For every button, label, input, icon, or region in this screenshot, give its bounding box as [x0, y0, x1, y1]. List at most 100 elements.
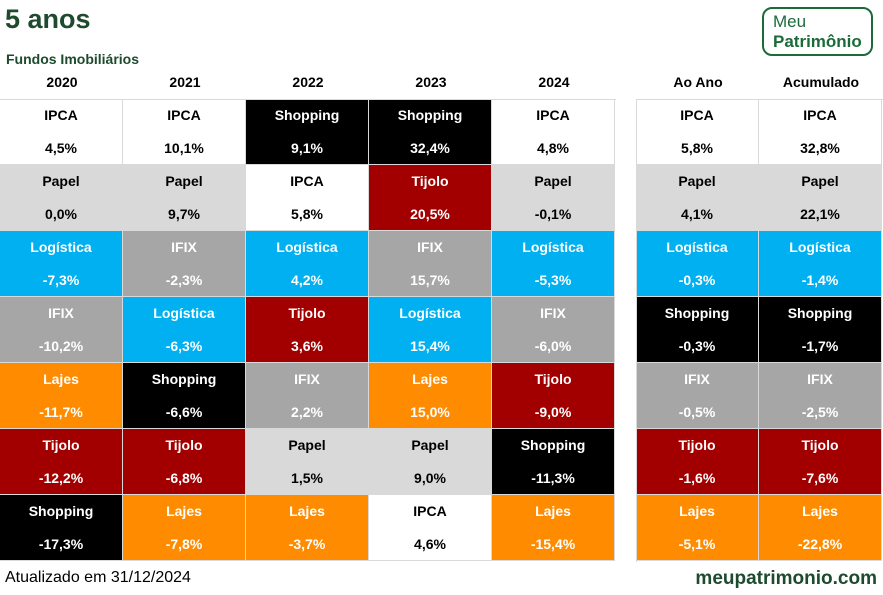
table-cell: IPCA 4,8% — [492, 99, 615, 165]
return-value: 4,6% — [414, 536, 446, 552]
asset-class-label: Papel — [288, 437, 326, 453]
return-value: -0,3% — [678, 338, 716, 354]
asset-class-label: Shopping — [520, 437, 586, 453]
table-cell: Tijolo 3,6% — [246, 297, 369, 363]
asset-class-label: IPCA — [413, 503, 447, 519]
column-header: 2024 — [538, 74, 570, 90]
return-value: -1,6% — [678, 470, 716, 486]
table-cell: Lajes -7,8% — [123, 495, 246, 561]
column-header: 2021 — [169, 74, 201, 90]
updated-date: Atualizado em 31/12/2024 — [5, 569, 191, 586]
asset-class-label: IPCA — [44, 107, 78, 123]
table-cell: IPCA 32,8% — [759, 99, 882, 165]
asset-class-label: IPCA — [536, 107, 570, 123]
return-value: -3,7% — [288, 536, 326, 552]
table-cell: Shopping -11,3% — [492, 429, 615, 495]
table-cell: Logística 4,2% — [246, 231, 369, 297]
return-value: 1,5% — [291, 470, 323, 486]
logo-line-2: Patrimônio — [773, 32, 862, 51]
asset-class-label: Shopping — [664, 305, 730, 321]
asset-class-label: Tijolo — [288, 305, 326, 321]
asset-class-label: Lajes — [679, 503, 715, 519]
table-cell: IFIX 15,7% — [369, 231, 492, 297]
page-title: 5 anos — [5, 4, 91, 34]
table-cell: Shopping -0,3% — [636, 297, 759, 363]
return-value: -7,8% — [165, 536, 203, 552]
asset-class-label: Shopping — [397, 107, 463, 123]
asset-class-label: Logística — [276, 239, 338, 255]
header-divider — [0, 99, 616, 100]
asset-class-label: Lajes — [289, 503, 325, 519]
table-cell: Logística -1,4% — [759, 231, 882, 297]
logo-line-1: Meu — [773, 12, 807, 31]
table-cell: Tijolo -12,2% — [0, 429, 123, 495]
return-value: -1,4% — [801, 272, 839, 288]
asset-class-label: Lajes — [43, 371, 79, 387]
column-header: 2022 — [292, 74, 324, 90]
page-subtitle: Fundos Imobiliários — [6, 51, 140, 67]
return-value: -2,3% — [165, 272, 203, 288]
return-value: 32,4% — [410, 140, 450, 156]
asset-class-label: Tijolo — [534, 371, 572, 387]
return-value: 20,5% — [410, 206, 450, 222]
return-value: -9,0% — [534, 404, 572, 420]
return-value: 5,8% — [681, 140, 713, 156]
table-cell: IPCA 10,1% — [123, 99, 246, 165]
asset-class-label: Lajes — [535, 503, 571, 519]
return-value: 4,2% — [291, 272, 323, 288]
return-value: 9,0% — [414, 470, 446, 486]
asset-class-label: IFIX — [417, 239, 443, 255]
table-cell: Papel 4,1% — [636, 165, 759, 231]
return-value: -17,3% — [38, 536, 84, 552]
table-cell: IFIX 2,2% — [246, 363, 369, 429]
asset-class-label: Shopping — [787, 305, 853, 321]
asset-class-label: Lajes — [412, 371, 448, 387]
return-value: 9,7% — [168, 206, 200, 222]
return-value: -22,8% — [797, 536, 843, 552]
asset-class-label: IFIX — [807, 371, 833, 387]
return-value: -6,6% — [165, 404, 203, 420]
table-cell: Logística -6,3% — [123, 297, 246, 363]
table-cell: Papel 9,0% — [369, 429, 492, 495]
asset-class-label: Papel — [678, 173, 716, 189]
return-value: 0,0% — [45, 206, 77, 222]
asset-class-label: IPCA — [803, 107, 837, 123]
asset-class-label: Tijolo — [801, 437, 839, 453]
table-cell: IFIX -10,2% — [0, 297, 123, 363]
table-cell: Lajes 15,0% — [369, 363, 492, 429]
return-value: -1,7% — [801, 338, 839, 354]
table-cell: IPCA 5,8% — [636, 99, 759, 165]
return-value: 4,8% — [537, 140, 569, 156]
site-url[interactable]: meupatrimonio.com — [695, 568, 877, 589]
table-cell: Logística -7,3% — [0, 231, 123, 297]
return-value: 10,1% — [164, 140, 204, 156]
table-cell: Shopping -17,3% — [0, 495, 123, 561]
asset-class-label: Shopping — [151, 371, 217, 387]
asset-class-label: IPCA — [167, 107, 201, 123]
asset-class-label: IFIX — [540, 305, 566, 321]
table-cell: Tijolo -1,6% — [636, 429, 759, 495]
table-cell: Logística -0,3% — [636, 231, 759, 297]
return-value: 4,5% — [45, 140, 77, 156]
table-cell: Logística 15,4% — [369, 297, 492, 363]
table-cell: Papel 1,5% — [246, 429, 369, 495]
table-cell: IFIX -0,5% — [636, 363, 759, 429]
return-value: -15,4% — [530, 536, 576, 552]
return-value: 15,4% — [410, 338, 450, 354]
asset-class-label: IPCA — [680, 107, 714, 123]
table-cell: Lajes -3,7% — [246, 495, 369, 561]
table-cell: Papel 9,7% — [123, 165, 246, 231]
asset-class-label: Logística — [666, 239, 728, 255]
return-value: 22,1% — [800, 206, 840, 222]
asset-class-label: IFIX — [294, 371, 320, 387]
brand-logo: Meu Patrimônio — [762, 7, 873, 56]
return-value: 3,6% — [291, 338, 323, 354]
summary-columns-frame — [636, 99, 883, 562]
table-cell: Tijolo 20,5% — [369, 165, 492, 231]
asset-class-label: Logística — [153, 305, 215, 321]
table-cell: IPCA 4,5% — [0, 99, 123, 165]
table-cell: Shopping -6,6% — [123, 363, 246, 429]
asset-class-label: Logística — [789, 239, 851, 255]
asset-class-label: IFIX — [48, 305, 74, 321]
asset-class-label: Lajes — [166, 503, 202, 519]
